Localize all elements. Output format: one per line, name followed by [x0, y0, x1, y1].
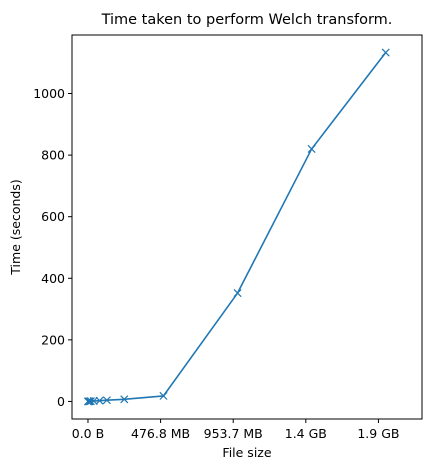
data-point-marker	[381, 48, 390, 57]
x-tick-label: 476.8 MB	[131, 426, 190, 441]
x-tick-label: 0.0 B	[72, 426, 104, 441]
y-tick-label: 800	[41, 148, 65, 163]
data-point-marker	[307, 144, 316, 153]
y-tick-label: 200	[41, 332, 65, 347]
x-tick-label: 953.7 MB	[204, 426, 263, 441]
x-axis: 0.0 B 476.8 MB 953.7 MB 1.4 GB 1.9 GB	[72, 419, 399, 441]
y-tick-label: 400	[41, 271, 65, 286]
y-tick-label: 1000	[33, 86, 65, 101]
plot-frame	[71, 34, 423, 420]
data-point-marker	[95, 396, 104, 405]
x-tick-label: 1.4 GB	[285, 426, 327, 441]
plot-area	[83, 48, 390, 406]
y-tick-label: 0	[57, 394, 65, 409]
x-axis-label: File size	[222, 445, 271, 460]
data-point-marker	[102, 396, 111, 405]
data-point-marker	[86, 397, 95, 406]
data-point-marker	[159, 391, 168, 400]
data-point-marker	[233, 289, 242, 298]
y-tick-label: 600	[41, 209, 65, 224]
y-axis-label: Time (seconds)	[8, 179, 23, 275]
x-tick-label: 1.9 GB	[357, 426, 399, 441]
y-axis: 0 200 400 600 800 1000	[33, 86, 72, 409]
data-point-marker	[120, 395, 129, 404]
series-line	[87, 52, 387, 403]
chart-title: Time taken to perform Welch transform.	[101, 12, 393, 28]
